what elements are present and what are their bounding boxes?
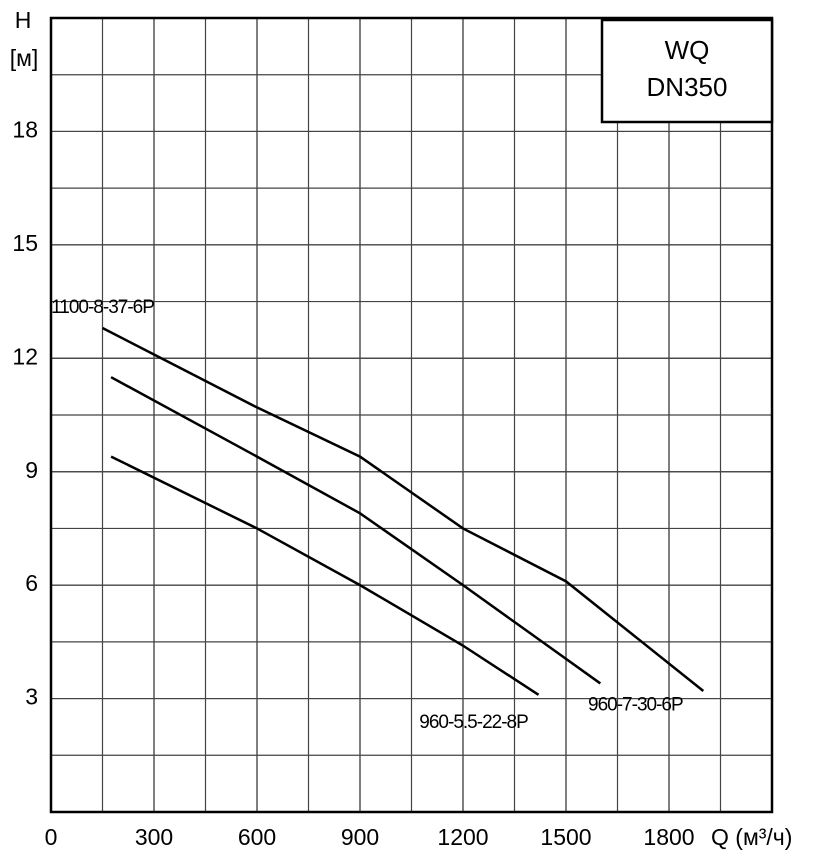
curve (110, 455, 540, 696)
y-tick-label: 18 (12, 117, 38, 143)
chart-title: WQ (665, 35, 710, 65)
curve-label: 1100-8-37-6P (51, 297, 154, 318)
plot-frame (49, 16, 774, 814)
y-axis-label: H (15, 7, 32, 33)
y-tick-label: 15 (12, 230, 38, 256)
y-axis-label: [м] (10, 45, 39, 71)
y-tick-label: 3 (25, 684, 38, 710)
chart-title: DN350 (647, 72, 728, 102)
curve (101, 326, 705, 692)
x-tick-label: 1800 (643, 824, 694, 850)
x-axis-label: Q (м³/ч) (711, 824, 792, 850)
y-tick-label: 6 (25, 570, 38, 596)
curve-label: 960-5.5-22-8P (419, 712, 528, 733)
x-tick-label: 300 (135, 824, 173, 850)
curve (110, 376, 602, 685)
x-tick-label: 0 (45, 824, 58, 850)
y-tick-label: 12 (12, 343, 38, 369)
curve-label: 960-7-30-6P (588, 694, 683, 715)
x-tick-label: 1500 (540, 824, 591, 850)
x-tick-label: 1200 (437, 824, 488, 850)
x-tick-label: 900 (341, 824, 379, 850)
title-box (600, 18, 774, 124)
x-tick-label: 600 (238, 824, 276, 850)
y-tick-label: 9 (25, 457, 38, 483)
